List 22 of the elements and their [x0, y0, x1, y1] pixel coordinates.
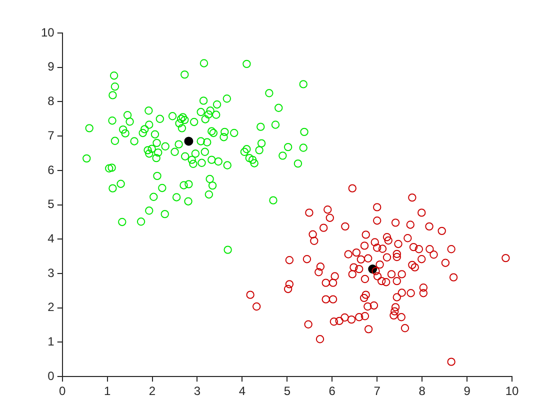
y-tick-label: 4 — [48, 231, 55, 246]
x-tick-label: 1 — [104, 384, 111, 398]
y-tick-label: 1 — [48, 334, 55, 349]
y-tick-label: 9 — [48, 60, 55, 74]
y-tick-label: 5 — [48, 197, 55, 212]
x-tick-label: 3 — [194, 384, 201, 398]
x-tick-label: 10 — [505, 384, 519, 398]
x-tick-label: 5 — [284, 384, 291, 398]
x-tick-label: 7 — [374, 384, 381, 398]
y-tick-label: 0 — [48, 368, 55, 383]
x-tick-label: 0 — [59, 384, 66, 398]
y-tick-label: 10 — [40, 25, 55, 40]
x-tick-label: 4 — [238, 384, 246, 398]
x-tick-label: 6 — [328, 384, 336, 398]
x-tick-label: 9 — [464, 384, 471, 398]
x-tick-label: 2 — [148, 384, 156, 398]
x-tick-label: 8 — [418, 384, 426, 398]
y-tick-label: 8 — [48, 94, 55, 108]
y-tick-label: 3 — [48, 266, 55, 280]
y-tick-label: 7 — [48, 128, 55, 142]
y-tick-label: 2 — [48, 300, 55, 314]
y-tick-label: 6 — [48, 162, 55, 177]
